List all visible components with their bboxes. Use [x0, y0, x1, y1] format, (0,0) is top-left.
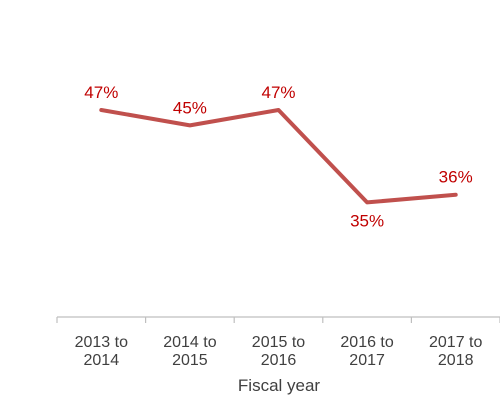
series-line: [99, 108, 458, 205]
x-tick-label: 2015 to 2016: [252, 334, 305, 369]
x-tick-label: 2016 to 2017: [340, 334, 393, 369]
x-tick-label: 2014 to 2015: [163, 334, 216, 369]
data-labels: 47% 45% 47% 35% 36%: [84, 83, 472, 230]
data-label: 47%: [84, 83, 118, 102]
x-tick-label: 2017 to 2018: [429, 334, 482, 369]
data-label: 35%: [350, 211, 384, 230]
data-label: 36%: [439, 168, 473, 187]
data-label: 45%: [173, 98, 207, 117]
x-axis-title: Fiscal year: [238, 376, 321, 395]
x-tick-label: 2013 to 2014: [75, 334, 128, 369]
x-axis-ticks: [56, 317, 500, 323]
data-label: 47%: [261, 83, 295, 102]
x-axis-tick-labels: 2013 to 2014 2014 to 2015 2015 to 2016 2016 to…: [75, 334, 483, 369]
